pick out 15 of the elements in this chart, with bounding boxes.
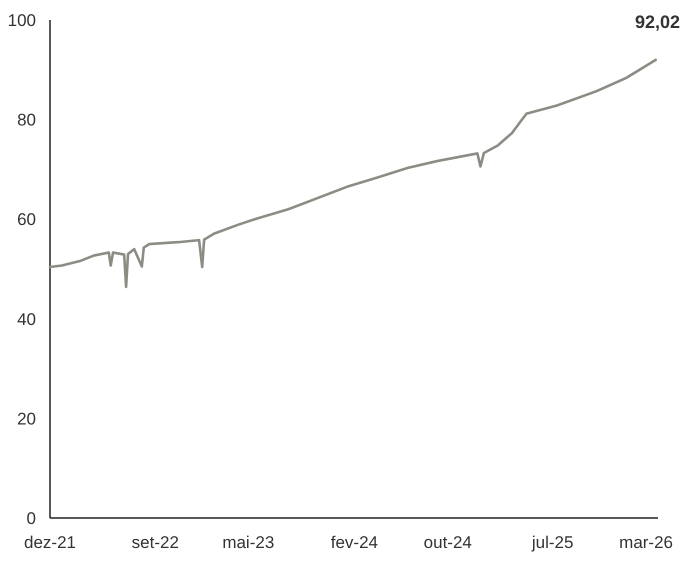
x-tick-label: fev-24	[330, 533, 378, 552]
y-tick-label: 0	[26, 508, 36, 528]
x-tick-label: jul-25	[530, 533, 574, 552]
y-tick-label: 80	[17, 110, 36, 130]
y-tick-label: 20	[17, 409, 36, 428]
y-tick-label: 100	[8, 10, 36, 30]
x-tick-label: mai-23	[222, 533, 274, 552]
x-tick-label: out-24	[424, 533, 472, 552]
y-tick-label: 60	[17, 210, 36, 230]
x-tick-label: set-22	[132, 533, 179, 552]
x-tick-label: dez-21	[24, 533, 76, 552]
y-tick-label: 40	[17, 310, 36, 329]
chart-title: 92,02	[634, 12, 680, 32]
x-tick-label: mar-26	[619, 533, 674, 552]
line-series	[48, 58, 657, 288]
